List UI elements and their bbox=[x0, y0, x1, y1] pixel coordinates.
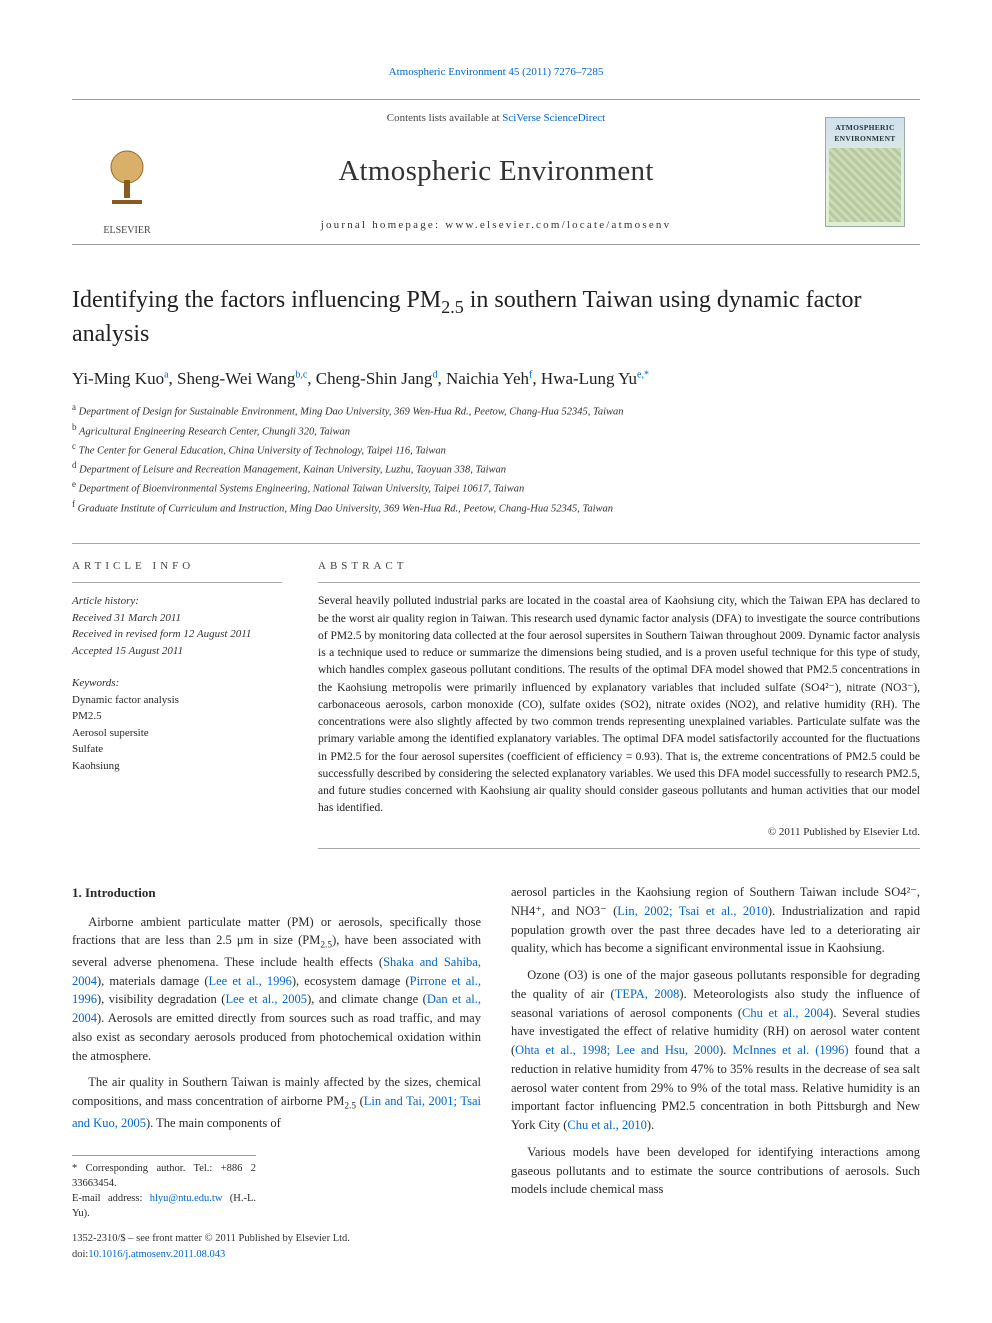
affiliation: d Department of Leisure and Recreation M… bbox=[72, 459, 920, 478]
body-paragraph: The air quality in Southern Taiwan is ma… bbox=[72, 1073, 481, 1132]
abstract-text: Several heavily polluted industrial park… bbox=[318, 593, 920, 817]
author: Hwa-Lung Yue,* bbox=[541, 369, 649, 388]
affil-mark[interactable]: b,c bbox=[295, 369, 307, 380]
email-label: E-mail address: bbox=[72, 1193, 150, 1204]
abstract-copyright: © 2011 Published by Elsevier Ltd. bbox=[318, 824, 920, 850]
keyword: PM2.5 bbox=[72, 708, 282, 725]
citation-link[interactable]: Lee et al., 1996 bbox=[209, 974, 292, 988]
journal-cover-cell: ATMOSPHERIC ENVIRONMENT bbox=[810, 100, 920, 244]
citation-link[interactable]: Lin, 2002; Tsai et al., 2010 bbox=[617, 904, 768, 918]
body-paragraph: Airborne ambient particulate matter (PM)… bbox=[72, 913, 481, 1066]
keyword: Aerosol supersite bbox=[72, 725, 282, 742]
publisher-logo-cell: ELSEVIER bbox=[72, 100, 182, 244]
journal-header: ELSEVIER Contents lists available at Sci… bbox=[72, 99, 920, 245]
body-col-right: aerosol particles in the Kaohsiung regio… bbox=[511, 883, 920, 1263]
citation-link[interactable]: Lee et al., 2005 bbox=[225, 992, 307, 1006]
author: Sheng-Wei Wangb,c bbox=[177, 369, 307, 388]
body-paragraph: aerosol particles in the Kaohsiung regio… bbox=[511, 883, 920, 958]
author: Cheng-Shin Jangd bbox=[316, 369, 438, 388]
journal-homepage-line: journal homepage: www.elsevier.com/locat… bbox=[182, 217, 810, 234]
article-history: Article history: Received 31 March 2011 … bbox=[72, 593, 282, 659]
affiliation: a Department of Design for Sustainable E… bbox=[72, 401, 920, 420]
author: Yi-Ming Kuoa bbox=[72, 369, 169, 388]
abstract-column: ABSTRACT Several heavily polluted indust… bbox=[318, 544, 920, 849]
body-paragraph: Ozone (O3) is one of the major gaseous p… bbox=[511, 966, 920, 1135]
article-info-column: ARTICLE INFO Article history: Received 3… bbox=[72, 544, 282, 849]
affil-mark[interactable]: d bbox=[432, 369, 437, 380]
header-center: Contents lists available at SciVerse Sci… bbox=[182, 100, 810, 244]
journal-name: Atmospheric Environment bbox=[182, 150, 810, 194]
elsevier-logo: ELSEVIER bbox=[84, 138, 170, 238]
journal-homepage-url[interactable]: www.elsevier.com/locate/atmosenv bbox=[445, 219, 671, 231]
citation-link[interactable]: Ohta et al., 1998; Lee and Hsu, 2000 bbox=[515, 1043, 719, 1057]
citation-link[interactable]: TEPA, 2008 bbox=[615, 987, 680, 1001]
running-head-citation: Atmospheric Environment 45 (2011) 7276–7… bbox=[72, 64, 920, 81]
affiliation: f Graduate Institute of Curriculum and I… bbox=[72, 498, 920, 517]
abstract-heading: ABSTRACT bbox=[318, 558, 920, 584]
received-date: Received 31 March 2011 bbox=[72, 610, 282, 627]
keywords-label: Keywords: bbox=[72, 675, 282, 692]
affiliation: e Department of Bioenvironmental Systems… bbox=[72, 478, 920, 497]
keyword: Sulfate bbox=[72, 741, 282, 758]
affil-mark[interactable]: e,* bbox=[637, 369, 649, 380]
journal-cover-thumbnail: ATMOSPHERIC ENVIRONMENT bbox=[825, 117, 905, 227]
author: Naichia Yehf bbox=[446, 369, 532, 388]
elsevier-tree-icon bbox=[92, 144, 162, 223]
keyword: Dynamic factor analysis bbox=[72, 692, 282, 709]
citation-link[interactable]: Chu et al., 2010 bbox=[567, 1118, 647, 1132]
corr-email-link[interactable]: hlyu@ntu.edu.tw bbox=[150, 1193, 223, 1204]
keywords-block: Keywords: Dynamic factor analysis PM2.5 … bbox=[72, 675, 282, 774]
affil-mark[interactable]: a bbox=[164, 369, 168, 380]
front-matter-footer: 1352-2310/$ – see front matter © 2011 Pu… bbox=[72, 1231, 481, 1263]
body-two-columns: 1. Introduction Airborne ambient particu… bbox=[72, 883, 920, 1263]
citation-link[interactable]: McInnes et al. (1996) bbox=[732, 1043, 848, 1057]
body-col-left: 1. Introduction Airborne ambient particu… bbox=[72, 883, 481, 1263]
revised-date: Received in revised form 12 August 2011 bbox=[72, 626, 282, 643]
elsevier-wordmark: ELSEVIER bbox=[103, 223, 150, 238]
body-paragraph: Various models have been developed for i… bbox=[511, 1143, 920, 1199]
keyword: Kaohsiung bbox=[72, 758, 282, 775]
article-title: Identifying the factors influencing PM2.… bbox=[72, 285, 920, 350]
citation-link[interactable]: Chu et al., 2004 bbox=[742, 1006, 829, 1020]
doi-label: doi: bbox=[72, 1249, 88, 1260]
corr-tel: * Corresponding author. Tel.: +886 2 336… bbox=[72, 1161, 256, 1191]
accepted-date: Accepted 15 August 2011 bbox=[72, 643, 282, 660]
affiliations-block: a Department of Design for Sustainable E… bbox=[72, 401, 920, 517]
affiliation: c The Center for General Education, Chin… bbox=[72, 440, 920, 459]
article-info-heading: ARTICLE INFO bbox=[72, 558, 282, 584]
section-heading: 1. Introduction bbox=[72, 883, 481, 903]
sciencedirect-link[interactable]: SciVerse ScienceDirect bbox=[502, 112, 605, 124]
journal-cover-art bbox=[829, 148, 901, 222]
affiliation: b Agricultural Engineering Research Cent… bbox=[72, 421, 920, 440]
issn-line: 1352-2310/$ – see front matter © 2011 Pu… bbox=[72, 1231, 481, 1247]
affil-mark[interactable]: f bbox=[529, 369, 532, 380]
contents-lists-line: Contents lists available at SciVerse Sci… bbox=[182, 110, 810, 127]
citation-link[interactable]: Atmospheric Environment 45 (2011) 7276–7… bbox=[389, 66, 604, 78]
author-list: Yi-Ming Kuoa, Sheng-Wei Wangb,c, Cheng-S… bbox=[72, 366, 920, 392]
corresponding-author-footnote: * Corresponding author. Tel.: +886 2 336… bbox=[72, 1155, 256, 1222]
journal-cover-title: ATMOSPHERIC ENVIRONMENT bbox=[829, 122, 901, 145]
doi-link[interactable]: 10.1016/j.atmosenv.2011.08.043 bbox=[88, 1249, 225, 1260]
